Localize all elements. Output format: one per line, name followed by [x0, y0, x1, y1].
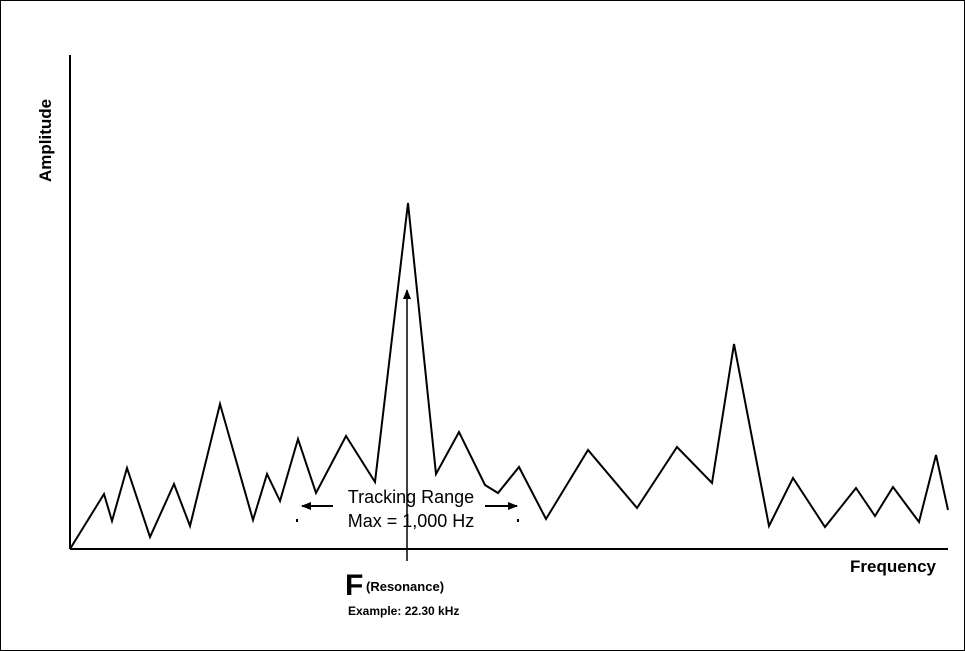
tracking-range-max-label: Max = 1,000 Hz — [348, 511, 475, 531]
resonance-label: (Resonance) — [366, 579, 444, 594]
tracking-range-left-dot — [296, 519, 298, 522]
x-axis-label: Frequency — [850, 557, 937, 576]
tracking-range-label: Tracking Range — [348, 487, 474, 507]
resonance-example: Example: 22.30 kHz — [348, 604, 459, 618]
resonance-symbol: F — [345, 569, 363, 602]
tracking-range-right-dot — [517, 519, 519, 522]
spectrum-line — [69, 202, 949, 550]
y-axis-label: Amplitude — [36, 99, 55, 182]
